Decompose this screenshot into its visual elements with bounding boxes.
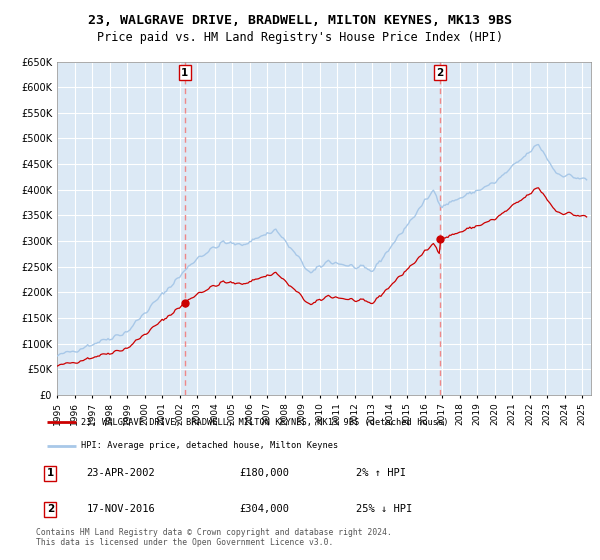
Text: HPI: Average price, detached house, Milton Keynes: HPI: Average price, detached house, Milt… [82, 441, 338, 450]
Text: 23, WALGRAVE DRIVE, BRADWELL, MILTON KEYNES, MK13 9BS: 23, WALGRAVE DRIVE, BRADWELL, MILTON KEY… [88, 14, 512, 27]
Text: 25% ↓ HPI: 25% ↓ HPI [356, 505, 413, 515]
Text: 1: 1 [181, 68, 188, 78]
Text: Contains HM Land Registry data © Crown copyright and database right 2024.
This d: Contains HM Land Registry data © Crown c… [36, 528, 392, 547]
Text: Price paid vs. HM Land Registry's House Price Index (HPI): Price paid vs. HM Land Registry's House … [97, 31, 503, 44]
Text: £304,000: £304,000 [239, 505, 289, 515]
Text: £180,000: £180,000 [239, 468, 289, 478]
Text: 1: 1 [47, 468, 54, 478]
Text: 2: 2 [47, 505, 54, 515]
Text: 23-APR-2002: 23-APR-2002 [87, 468, 155, 478]
Text: 2: 2 [436, 68, 444, 78]
Text: 17-NOV-2016: 17-NOV-2016 [87, 505, 155, 515]
Text: 23, WALGRAVE DRIVE, BRADWELL, MILTON KEYNES, MK13 9BS (detached house): 23, WALGRAVE DRIVE, BRADWELL, MILTON KEY… [82, 418, 449, 427]
Text: 2% ↑ HPI: 2% ↑ HPI [356, 468, 406, 478]
